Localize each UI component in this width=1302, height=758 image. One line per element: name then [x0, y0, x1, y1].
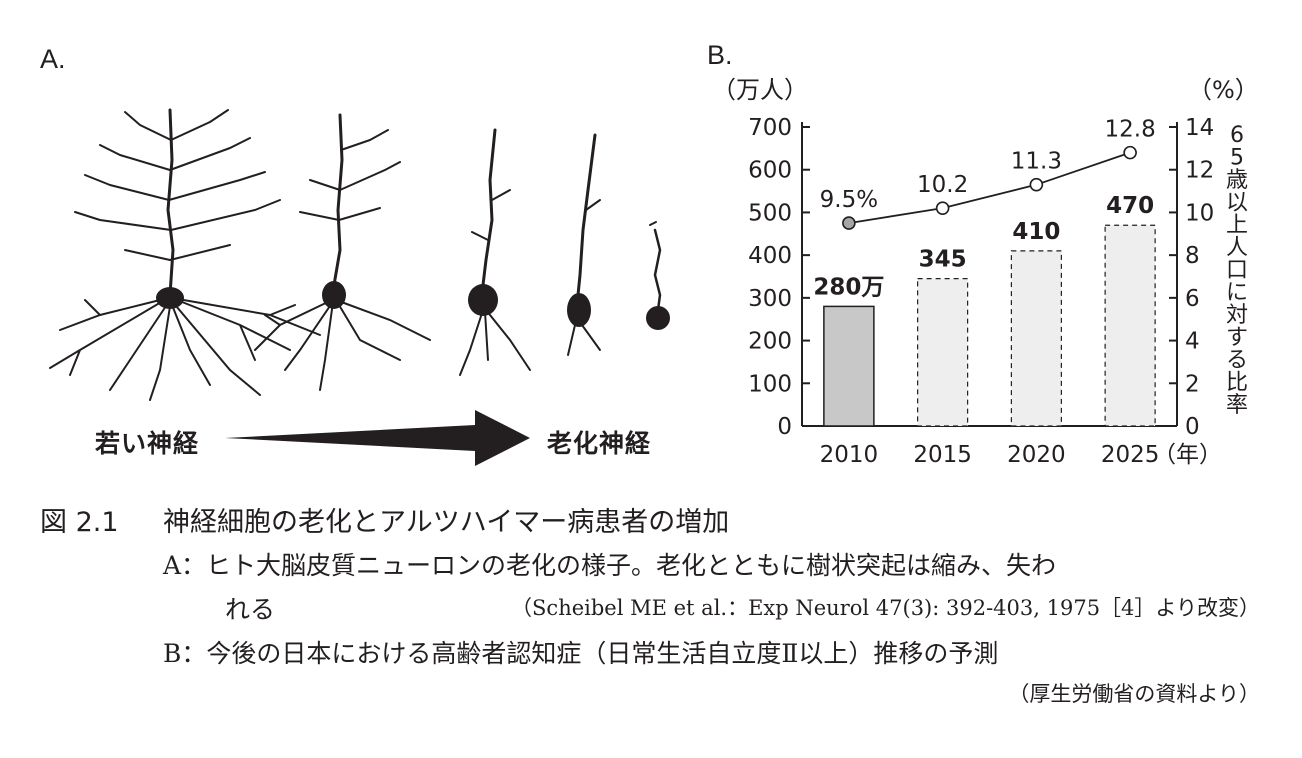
caption-a-source: （Scheibel ME et al.：Exp Neurol 47(3): 39…: [511, 596, 1260, 620]
aging-neuron-4: [567, 133, 601, 356]
right-tick-label-4: 8: [1185, 243, 1200, 269]
panel-a-label: A.: [40, 44, 66, 74]
x-tick-label-2010: 2010: [820, 442, 879, 468]
aging-arrow: [225, 410, 530, 466]
x-tick-label-2020: 2020: [1007, 442, 1066, 468]
ratio-label-2010: 9.5%: [820, 187, 878, 213]
ratio-label-2015: 10.2: [917, 172, 968, 198]
left-tick-label-1: 100: [748, 371, 792, 397]
dementia-chart: （万人） （%） 0 100 200 300 400 500 600 700 0 2 4 6 8 10 1…: [712, 76, 1259, 468]
right-tick-label-6: 12: [1185, 158, 1214, 184]
ratio-point-2010: [842, 216, 856, 230]
caption-a-line1: A：ヒト大脳皮質ニューロンの老化の様子。老化とともに樹状突起は縮み、失わ: [163, 551, 1057, 580]
left-tick-label-6: 600: [748, 158, 792, 184]
x-tick-label-2025: 2025: [1101, 442, 1160, 468]
bar-2020: [1010, 250, 1062, 427]
right-axis-unit: （%）: [1188, 76, 1259, 104]
left-tick-label-2: 200: [748, 329, 792, 355]
left-tick-label-5: 500: [748, 200, 792, 226]
bar-label-2015: 345: [919, 247, 967, 273]
right-tick-label-2: 4: [1185, 329, 1200, 355]
right-tick-label-5: 10: [1185, 200, 1214, 226]
bar-2025: [1104, 224, 1156, 427]
bar-label-2020: 410: [1012, 219, 1060, 245]
x-tick-label-2015: 2015: [913, 442, 972, 468]
young-neuron-label: 若い神経: [95, 429, 200, 458]
ratio-point-2015: [935, 201, 950, 215]
caption-b-line1: B：今後の日本における高齢者認知症（日常生活自立度Ⅱ以上）推移の予測: [163, 639, 999, 668]
ratio-point-2025: [1123, 145, 1137, 160]
neuron-illustration: [49, 108, 670, 401]
bar-2010: [823, 305, 875, 427]
right-axis-title: 6 5 歳以上人口に対する比率: [1226, 123, 1248, 418]
aged-neuron-label: 老化神経: [547, 429, 652, 458]
left-axis-unit: （万人）: [712, 76, 808, 104]
bar-2015: [917, 278, 969, 427]
caption-a-line2: れる: [225, 595, 276, 624]
x-axis-unit: （年）: [1153, 442, 1222, 468]
young-neuron: [49, 108, 321, 401]
ratio-point-2020: [1029, 177, 1044, 192]
panel-b-label: B.: [707, 40, 733, 70]
ratio-line: [848, 151, 1131, 224]
aging-neuron-5: [646, 221, 670, 330]
right-tick-label-0: 0: [1185, 414, 1200, 440]
right-tick-label-7: 14: [1185, 115, 1214, 141]
ratio-label-2025: 12.8: [1105, 117, 1156, 143]
caption-b-source: （厚生労働省の資料より）: [1008, 682, 1260, 706]
bar-label-2025: 470: [1106, 193, 1154, 219]
left-tick-label-3: 300: [748, 286, 792, 312]
left-tick-label-0: 0: [777, 414, 792, 440]
figure-title: 神経細胞の老化とアルツハイマー病患者の増加: [163, 507, 730, 538]
right-tick-label-3: 6: [1185, 286, 1200, 312]
bar-label-2010: 280万: [813, 274, 884, 300]
right-tick-label-1: 2: [1185, 371, 1200, 397]
aging-neuron-3: [459, 128, 531, 376]
ratio-label-2020: 11.3: [1011, 149, 1062, 175]
figure-number: 図 2.1: [40, 507, 119, 538]
left-tick-label-4: 400: [748, 243, 792, 269]
left-tick-label-7: 700: [748, 115, 792, 141]
aging-neuron-2: [254, 113, 431, 391]
